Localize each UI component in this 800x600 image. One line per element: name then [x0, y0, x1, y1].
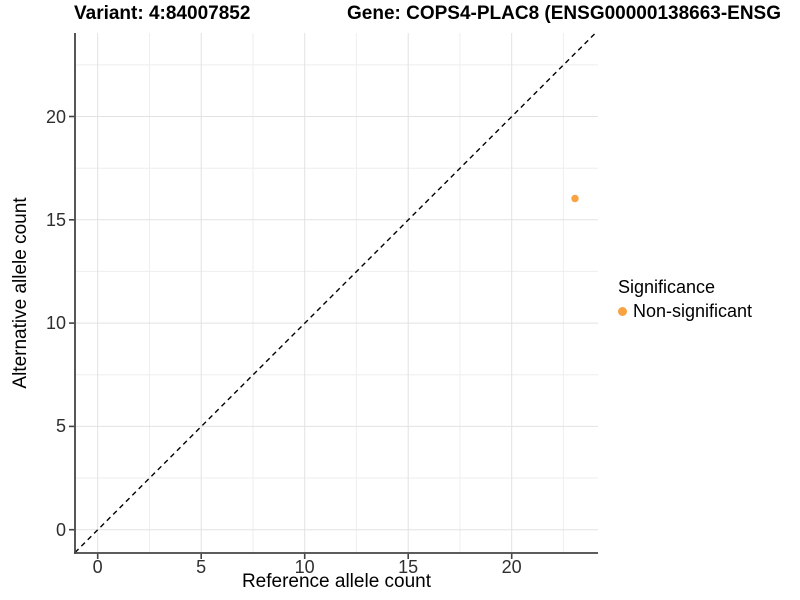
- x-tick-label: 15: [398, 557, 419, 577]
- x-tick-label: 20: [501, 557, 522, 577]
- y-axis-title: Alternative allele count: [10, 197, 31, 389]
- plot-title-variant: Variant: 4:84007852: [74, 3, 251, 24]
- legend-item: Non-significant: [618, 301, 752, 321]
- y-tick-label: 15: [45, 209, 66, 230]
- y-tick-label: 5: [55, 416, 66, 437]
- identity-line: [74, 32, 596, 553]
- plot-title-gene: Gene: COPS4-PLAC8 (ENSG00000138663-ENSG: [347, 3, 782, 24]
- x-axis-title: Reference allele count: [241, 571, 432, 592]
- x-tick-label: 0: [92, 557, 103, 577]
- legend-item-label: Non-significant: [633, 301, 753, 321]
- x-tick-label: 10: [294, 557, 315, 577]
- legend-title: Significance: [618, 277, 716, 297]
- data-point: [571, 194, 579, 203]
- y-tick-label: 20: [45, 106, 66, 127]
- y-tick-label: 0: [55, 519, 66, 540]
- x-tick-label: 5: [196, 557, 207, 577]
- legend: Significance Non-significant: [618, 276, 752, 321]
- y-tick-label: 10: [45, 313, 66, 334]
- legend-key-dot: [618, 306, 627, 316]
